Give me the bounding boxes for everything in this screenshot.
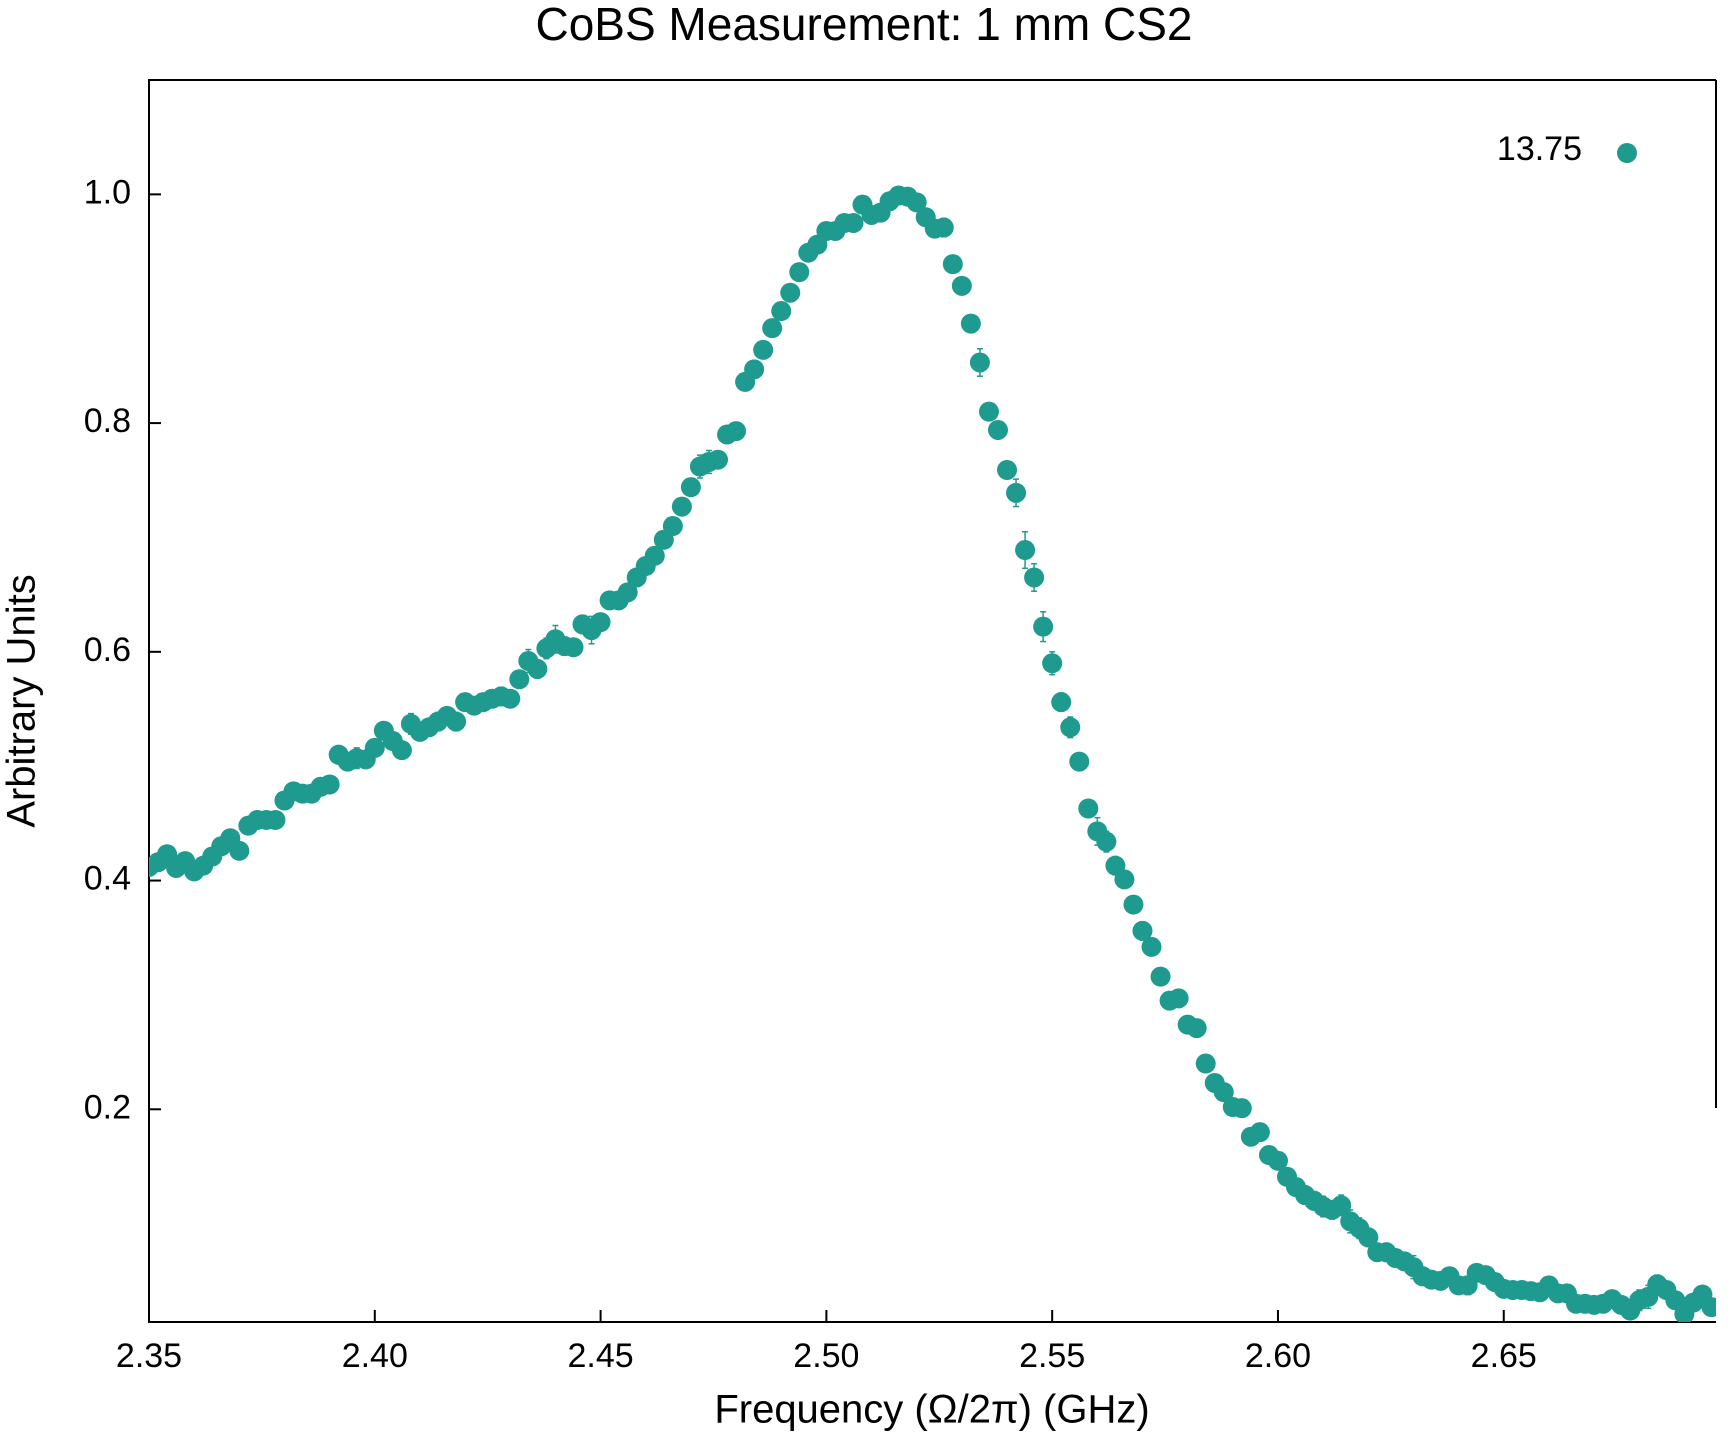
point xyxy=(1024,567,1045,588)
x-tick-label: 2.60 xyxy=(1245,1337,1311,1375)
y-tick-label: 0.2 xyxy=(84,1088,131,1126)
point xyxy=(843,212,864,233)
point xyxy=(1186,1018,1207,1039)
point xyxy=(933,217,954,238)
point xyxy=(1195,1053,1216,1074)
y-axis-label: Arbitrary Units xyxy=(0,574,44,827)
y-tick-label: 1.0 xyxy=(84,173,131,211)
point xyxy=(1123,894,1144,915)
x-tick-label: 2.65 xyxy=(1471,1337,1537,1375)
point xyxy=(509,669,530,690)
point xyxy=(987,419,1008,440)
point xyxy=(1042,653,1063,674)
point xyxy=(1141,936,1162,957)
point xyxy=(644,545,665,566)
y-tick-label: 0.8 xyxy=(84,402,131,440)
y-tick-label: 0.6 xyxy=(84,631,131,669)
point xyxy=(617,582,638,603)
point xyxy=(1006,482,1027,503)
point xyxy=(527,658,548,679)
point xyxy=(762,318,783,339)
y-tick-label: 0.4 xyxy=(84,860,131,898)
point xyxy=(1267,1150,1288,1171)
point xyxy=(1078,798,1099,819)
legend-marker xyxy=(1617,143,1637,163)
point xyxy=(978,401,999,422)
point xyxy=(1033,616,1054,637)
point xyxy=(997,459,1018,480)
x-tick-label: 2.40 xyxy=(342,1337,408,1375)
x-tick-label: 2.55 xyxy=(1019,1337,1085,1375)
plot-area xyxy=(149,185,1716,1322)
point xyxy=(1015,540,1036,561)
point xyxy=(391,740,412,761)
x-axis-label: Frequency (Ω/2π) (GHz) xyxy=(714,1388,1149,1432)
point xyxy=(319,774,340,795)
point xyxy=(942,254,963,275)
point xyxy=(744,359,765,380)
point xyxy=(1358,1227,1379,1248)
point xyxy=(1069,751,1090,772)
x-tick-label: 2.45 xyxy=(567,1337,633,1375)
point xyxy=(1150,966,1171,987)
point xyxy=(1701,1297,1716,1318)
point xyxy=(1168,988,1189,1009)
point xyxy=(1331,1195,1352,1216)
point xyxy=(969,352,990,373)
point xyxy=(364,737,385,758)
point xyxy=(1249,1122,1270,1143)
point xyxy=(906,192,927,213)
point xyxy=(1060,717,1081,738)
point xyxy=(780,282,801,303)
point xyxy=(265,809,286,830)
chart-title: CoBS Measurement: 1 mm CS2 xyxy=(535,0,1192,50)
point xyxy=(707,449,728,470)
point xyxy=(1051,692,1072,713)
x-tick-label: 2.50 xyxy=(793,1337,859,1375)
point xyxy=(1213,1082,1234,1103)
point xyxy=(229,840,250,861)
point xyxy=(753,339,774,360)
point xyxy=(1231,1098,1252,1119)
point xyxy=(1132,920,1153,941)
legend-label: 13.75 xyxy=(1497,130,1582,168)
point xyxy=(662,516,683,537)
point xyxy=(671,496,692,517)
point xyxy=(563,637,584,658)
point xyxy=(680,477,701,498)
point xyxy=(1096,831,1117,852)
point xyxy=(590,612,611,633)
point xyxy=(500,688,521,709)
point xyxy=(771,301,792,322)
point xyxy=(1114,869,1135,890)
point xyxy=(789,262,810,283)
x-tick-label: 2.35 xyxy=(116,1337,182,1375)
point xyxy=(951,275,972,296)
point xyxy=(726,421,747,442)
point xyxy=(960,313,981,334)
point xyxy=(446,711,467,732)
